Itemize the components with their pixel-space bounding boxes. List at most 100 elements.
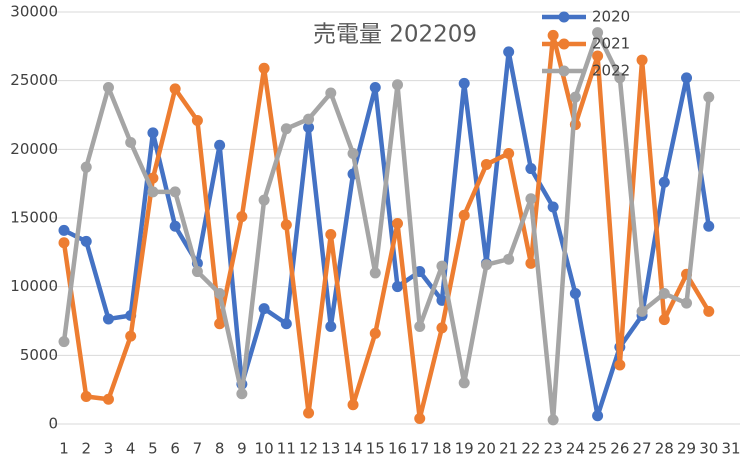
data-point [614, 72, 626, 84]
x-tick-label: 11 [277, 440, 296, 458]
data-point [169, 186, 181, 198]
x-tick-label: 12 [299, 440, 318, 458]
x-tick-label: 13 [321, 440, 340, 458]
data-point [614, 359, 626, 371]
data-point [280, 219, 292, 231]
data-point [458, 377, 470, 389]
x-tick-label: 17 [410, 440, 429, 458]
y-tick-label: 5000 [20, 346, 58, 364]
data-point [280, 123, 292, 135]
data-point [592, 410, 604, 422]
data-point [58, 336, 70, 348]
data-point [280, 318, 292, 330]
data-point [325, 228, 337, 240]
data-point [169, 220, 181, 232]
y-tick-label: 0 [48, 415, 58, 433]
x-tick-label: 9 [237, 440, 247, 458]
data-point [214, 288, 226, 300]
legend-label: 2022 [592, 62, 630, 80]
data-point [569, 91, 581, 103]
x-tick-label: 27 [633, 440, 652, 458]
data-point [214, 318, 226, 330]
data-point [592, 27, 604, 39]
data-point [681, 297, 693, 309]
y-tick-label: 25000 [10, 71, 58, 89]
x-tick-label: 21 [499, 440, 518, 458]
data-point [102, 82, 114, 94]
data-point [147, 186, 159, 198]
data-point [414, 413, 426, 425]
legend-marker [558, 11, 570, 23]
x-tick-label: 28 [655, 440, 674, 458]
x-tick-label: 19 [455, 440, 474, 458]
x-tick-label: 3 [104, 440, 114, 458]
data-point [436, 322, 448, 334]
data-point [525, 163, 537, 175]
y-tick-label: 30000 [10, 3, 58, 21]
data-point [214, 139, 226, 151]
data-point [369, 267, 381, 279]
data-point [480, 158, 492, 170]
x-tick-label: 29 [677, 440, 696, 458]
data-point [102, 313, 114, 325]
x-tick-label: 4 [126, 440, 136, 458]
data-point [303, 121, 315, 133]
data-point [303, 407, 315, 419]
x-tick-label: 25 [588, 440, 607, 458]
x-tick-label: 7 [193, 440, 203, 458]
series-line [61, 33, 711, 421]
x-tick-label: 8 [215, 440, 225, 458]
data-point [58, 224, 70, 236]
data-point [258, 303, 270, 315]
data-point [547, 29, 559, 41]
data-point [392, 217, 403, 229]
data-point [80, 161, 92, 173]
data-point [392, 79, 403, 91]
data-point [480, 259, 492, 271]
chart-title: 売電量 202209 [313, 22, 477, 48]
x-tick-label: 5 [148, 440, 158, 458]
data-point [569, 288, 581, 300]
x-tick-label: 23 [544, 440, 563, 458]
data-point [347, 147, 359, 159]
legend-marker [558, 65, 570, 77]
data-point [125, 136, 137, 148]
x-tick-label: 20 [477, 440, 496, 458]
data-point [236, 211, 248, 223]
data-point [703, 91, 715, 103]
data-point [125, 330, 137, 342]
x-tick-label: 31 [721, 440, 740, 458]
data-point [369, 327, 381, 339]
x-tick-label: 14 [343, 440, 362, 458]
data-point [525, 257, 537, 269]
data-point [458, 77, 470, 89]
data-point [414, 320, 426, 332]
data-point [658, 288, 670, 300]
x-tick-label: 30 [699, 440, 718, 458]
data-point [347, 399, 359, 411]
x-tick-label: 15 [366, 440, 385, 458]
data-point [636, 305, 648, 317]
data-point [658, 176, 670, 188]
data-point [325, 320, 337, 332]
data-point [369, 82, 381, 94]
x-tick-label: 2 [81, 440, 91, 458]
legend-label: 2021 [592, 35, 630, 53]
legend-label: 2020 [592, 8, 630, 26]
x-tick-label: 6 [170, 440, 180, 458]
data-point [525, 193, 537, 205]
x-tick-label: 22 [521, 440, 540, 458]
data-point [258, 62, 270, 74]
data-point [191, 114, 203, 126]
y-tick-label: 10000 [10, 277, 58, 295]
data-point [703, 220, 715, 232]
data-point [392, 281, 403, 293]
data-point [58, 237, 70, 249]
data-point [236, 388, 248, 400]
x-tick-label: 24 [566, 440, 585, 458]
data-point [191, 266, 203, 278]
y-tick-label: 15000 [10, 209, 58, 227]
data-point [436, 260, 448, 272]
